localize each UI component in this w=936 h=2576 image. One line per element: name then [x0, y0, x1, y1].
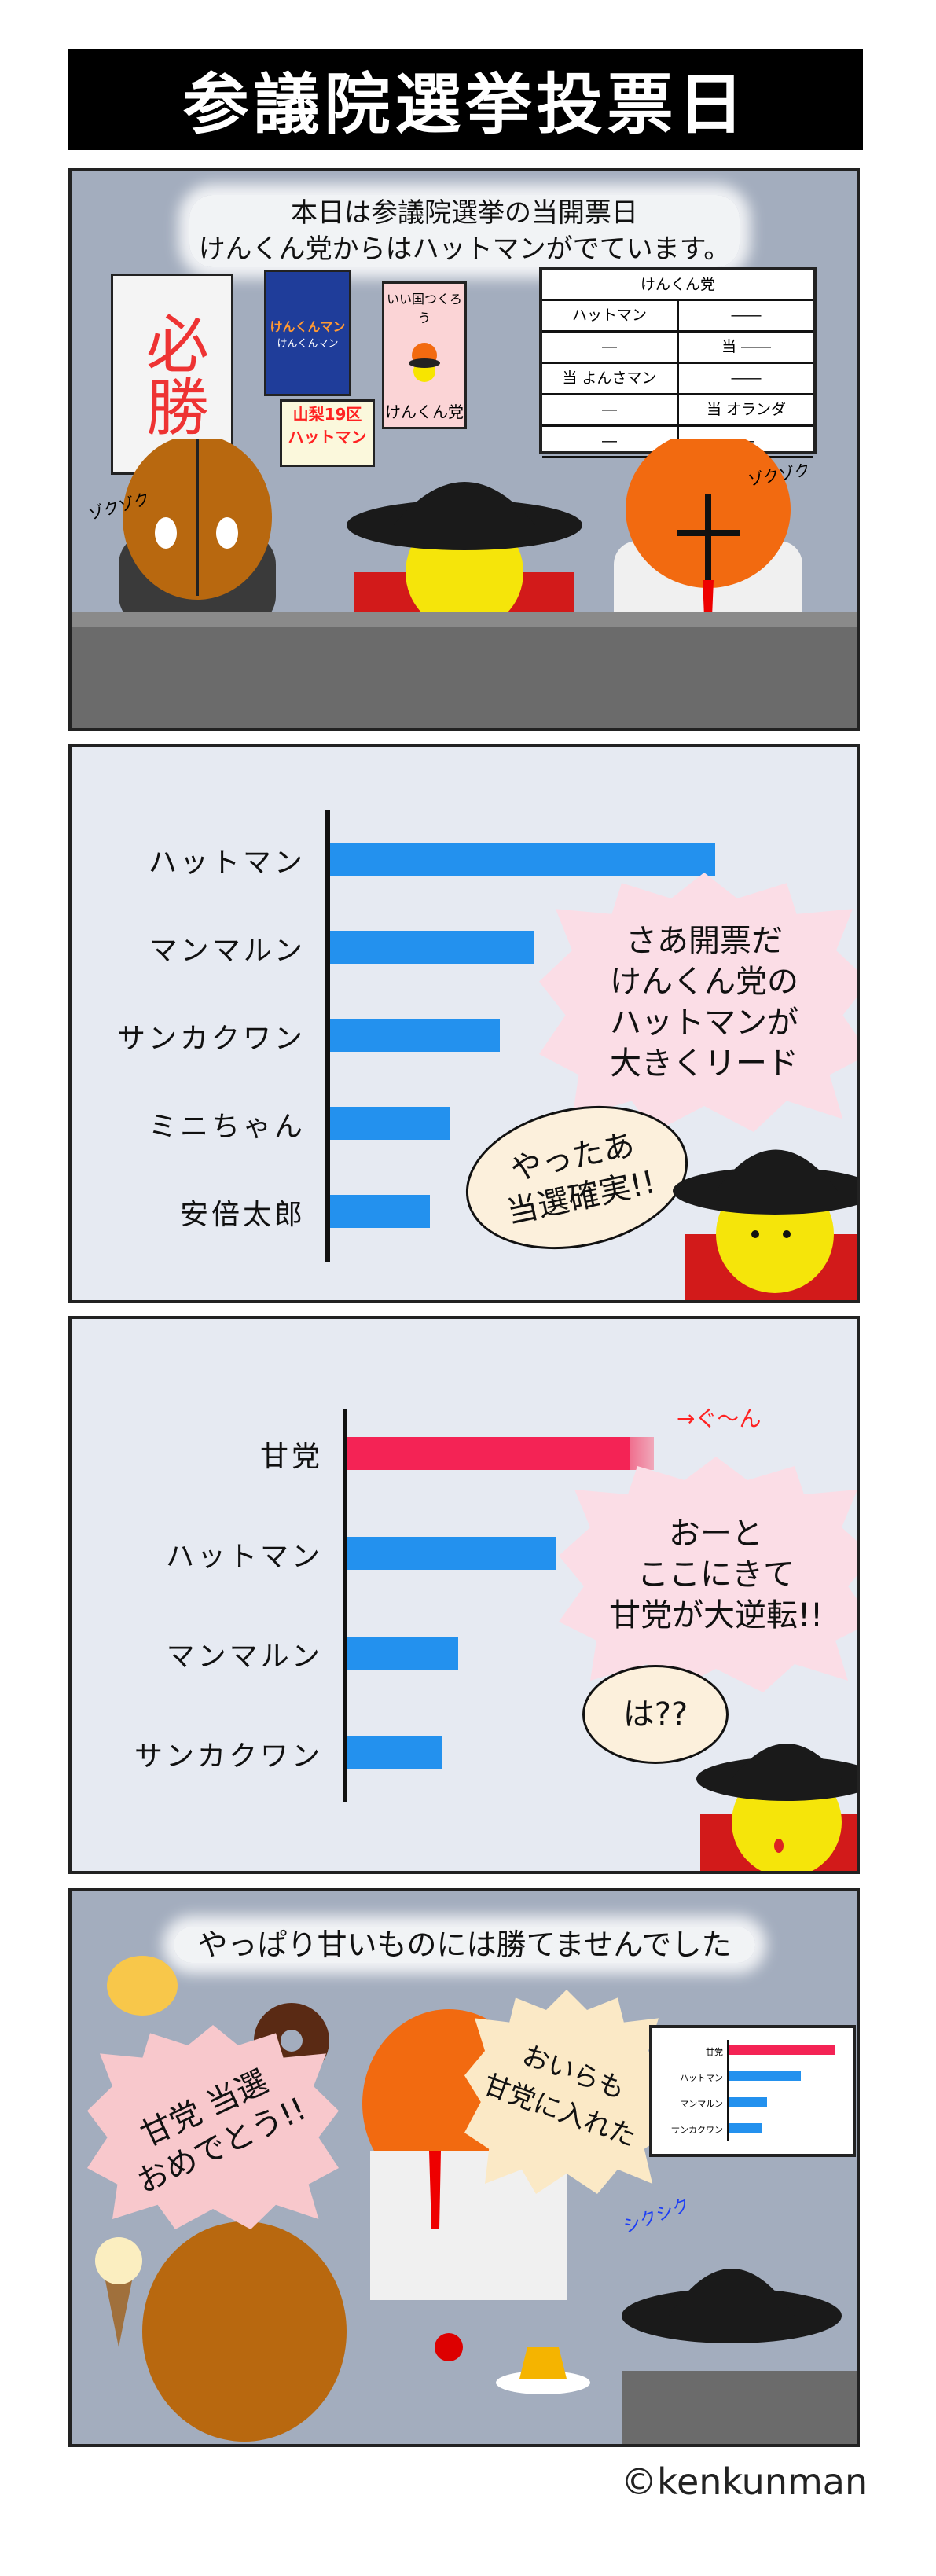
chart-bar: [330, 1107, 450, 1140]
panel-4: やっぱり甘いものには勝てませんでした 甘党 当選 おめでとう!! おいらも 甘党…: [68, 1888, 860, 2447]
chart-axis: [343, 1409, 347, 1802]
mini-results-chart: 甘党ハットマンマンマルンサンカクワン: [649, 2025, 856, 2157]
characters-icon: [409, 342, 440, 382]
congrats-speech-bubble: 甘党 当選 おめでとう!!: [87, 2025, 339, 2229]
chart-bar: [330, 1195, 431, 1228]
kenkunman-poster: けんくんマン けんくんマン: [264, 270, 351, 396]
chart-bar: [347, 1736, 442, 1769]
ice-cream-icon: [103, 2269, 134, 2347]
mini-chart-bar: [729, 2097, 767, 2107]
speech-text: さあ開票だ けんくん党の ハットマンが 大きくリード: [610, 923, 798, 1082]
chart-category-label: 安倍太郎: [179, 1199, 306, 1231]
mini-chart-label: 甘党: [706, 2047, 723, 2057]
poster-logo: けんくんマン: [270, 319, 346, 334]
panel-1: 本日は参議院選挙の当開票日 けんくん党からはハットマンがでています。 必勝 けん…: [68, 168, 860, 731]
hatman-character: [696, 1744, 857, 1871]
board-cell-right: 当 ――: [721, 338, 772, 355]
chart-category-label: サンカクワン: [134, 1740, 323, 1773]
panel1-characters: [72, 439, 857, 728]
chart-bar: [347, 1537, 556, 1570]
caption-line: 本日は参議院選挙の当開票日: [291, 197, 638, 229]
board-row: ― 当 オランダ: [542, 395, 813, 427]
speech-text: は??: [622, 1696, 688, 1733]
poster-candidate: ハットマン: [288, 428, 367, 446]
desk: [72, 612, 857, 728]
board-cell-left: ―: [542, 333, 679, 362]
poster-slogan: いい国つくろう: [386, 292, 462, 325]
mini-chart-bar: [729, 2123, 762, 2133]
speech-text: やったあ 当選確実!!: [503, 1126, 659, 1231]
hatman-speech-bubble: は??: [582, 1665, 729, 1764]
board-cell-left: ―: [542, 395, 679, 424]
comic-title: 参議院選挙投票日: [68, 49, 863, 150]
brown-character: [119, 439, 276, 627]
speech-text: おーと ここにきて 甘党が大逆転!!: [608, 1516, 824, 1633]
vote-chart-2: 甘党ハットマンマンマルンサンカクワン: [72, 1319, 857, 1869]
copyright: ©kenkunman: [621, 2460, 868, 2503]
board-header: けんくん党: [542, 270, 813, 301]
desk-edge: [72, 612, 857, 627]
mini-chart-label: マンマルン: [680, 2099, 723, 2109]
panel-2: ハットマンマンマルンサンカクワンミニちゃん安倍太郎 さあ開票だ けんくん党の ハ…: [68, 744, 860, 1303]
announcer-speech-bubble: さあ開票だ けんくん党の ハットマンが 大きくリード: [539, 873, 857, 1132]
mini-chart-bar: [729, 2071, 801, 2081]
chart-category-label: ハットマン: [148, 847, 306, 879]
mini-chart-bar: [729, 2045, 835, 2055]
mini-chart-axis: [727, 2040, 729, 2141]
chart-bar: [330, 843, 715, 876]
poster-party: けんくん党: [385, 402, 464, 421]
brown-character: [142, 2221, 347, 2442]
results-board: けんくん党 ハットマン―――当 ――当 よんさマン―――当 オランダ――: [539, 267, 817, 458]
board-cell-left: 当 よんさマン: [542, 364, 679, 393]
district-poster: 山梨19区 ハットマン: [280, 399, 375, 467]
chart-category-label: ミニちゃん: [148, 1111, 306, 1143]
poster-district: 山梨19区: [292, 405, 362, 424]
board-cell-left: ハットマン: [542, 301, 679, 330]
board-cell-right: 当 オランダ: [706, 401, 787, 418]
hatman-character: [673, 1149, 857, 1300]
desk: [622, 2371, 857, 2444]
announcer-speech-bubble: おーと ここにきて 甘党が大逆転!!: [559, 1457, 857, 1692]
chart-category-label: マンマルン: [166, 1641, 323, 1673]
candy-apple-icon: [435, 2333, 463, 2361]
mini-chart-label: ハットマン: [680, 2073, 723, 2083]
chart-category-label: ハットマン: [165, 1541, 323, 1573]
chart-category-label: マンマルン: [149, 935, 306, 967]
board-row: 当 よんさマン ――: [542, 364, 813, 395]
orange-speech-bubble: おいらも 甘党に入れた: [464, 1990, 669, 2194]
board-row: ― 当 ――: [542, 333, 813, 364]
chart-bar: [347, 1437, 630, 1470]
chart-bar: [330, 1019, 500, 1052]
vote-chart-1: ハットマンマンマルンサンカクワンミニちゃん安倍太郎: [72, 747, 857, 1297]
chart-category-label: サンカクワン: [116, 1023, 306, 1055]
chart-bar: [347, 1637, 459, 1670]
chart-axis: [325, 810, 330, 1262]
speech-text: おいらも 甘党に入れた: [479, 2039, 641, 2154]
board-cell-right: ――: [731, 369, 762, 387]
panel-3: 甘党ハットマンマンマルンサンカクワン →ぐ～ん おーと ここにきて 甘党が大逆転…: [68, 1316, 860, 1874]
pudding-icon: [496, 2371, 590, 2394]
caption-line: けんくん党からはハットマンがでています。: [198, 233, 731, 265]
mini-chart-label: サンカクワン: [671, 2125, 723, 2135]
narration-caption: 本日は参議院選挙の当開票日 けんくん党からはハットマンがでています。: [189, 195, 740, 267]
speech-text: 甘党 当選 おめでとう!!: [131, 2063, 312, 2201]
narration-caption: やっぱり甘いものには勝てませんでした: [174, 1927, 755, 1963]
board-cell-right: ――: [731, 307, 762, 324]
board-row: ハットマン ――: [542, 301, 813, 333]
macaron-icon: [107, 1956, 178, 2016]
surge-note: →ぐ～ん: [677, 1406, 762, 1431]
chart-category-label: 甘党: [259, 1441, 323, 1473]
party-poster: いい国つくろう けんくん党: [382, 281, 467, 429]
poster-text: けんくんマン: [277, 338, 339, 350]
chart-bar-surge: [630, 1437, 654, 1470]
chart-bar: [330, 931, 534, 964]
